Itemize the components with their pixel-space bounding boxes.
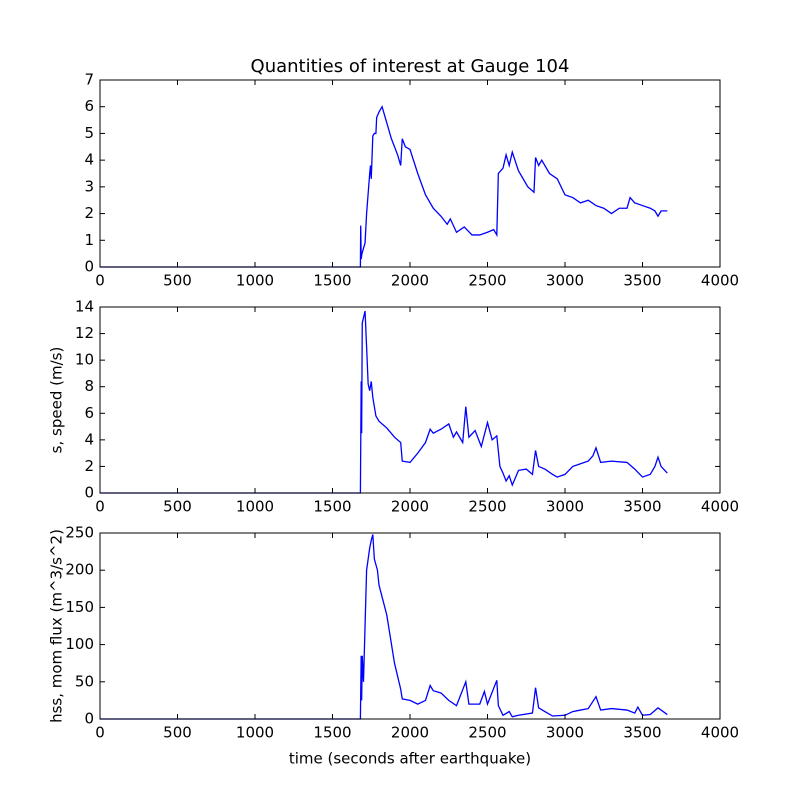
y-tick-label: 1 (84, 231, 94, 249)
y-tick-label: 150 (65, 598, 94, 616)
y-tick-label: 7 (84, 71, 94, 89)
y-tick-label: 14 (75, 298, 94, 316)
x-tick-label: 1000 (236, 272, 274, 290)
x-tick-label: 3500 (623, 498, 661, 516)
x-tick-label: 500 (163, 498, 192, 516)
y-tick-label: 10 (75, 351, 94, 369)
y-tick-label: 250 (65, 524, 94, 542)
x-tick-label: 0 (95, 724, 105, 742)
y-tick-label: 2 (84, 457, 94, 475)
x-tick-label: 1500 (313, 724, 351, 742)
x-tick-label: 2000 (391, 498, 429, 516)
y-tick-label: 0 (84, 710, 94, 728)
y-axis-label: s, speed (m/s) (48, 347, 66, 454)
x-tick-label: 0 (95, 272, 105, 290)
x-tick-label: 1000 (236, 724, 274, 742)
x-tick-label: 2000 (391, 724, 429, 742)
x-tick-label: 3000 (546, 498, 584, 516)
x-tick-label: 500 (163, 272, 192, 290)
x-tick-label: 2500 (468, 272, 506, 290)
y-tick-label: 3 (84, 177, 94, 195)
y-tick-label: 100 (65, 635, 94, 653)
x-tick-label: 500 (163, 724, 192, 742)
y-tick-label: 0 (84, 484, 94, 502)
y-tick-label: 4 (84, 430, 94, 448)
x-tick-label: 3000 (546, 272, 584, 290)
y-tick-label: 12 (75, 324, 94, 342)
y-tick-label: 6 (84, 404, 94, 422)
y-tick-label: 0 (84, 258, 94, 276)
data-line (100, 105, 668, 268)
x-tick-label: 3000 (546, 724, 584, 742)
x-tick-label: 1000 (236, 498, 274, 516)
y-tick-label: 4 (84, 151, 94, 169)
x-tick-label: 4000 (701, 498, 739, 516)
x-tick-label: 2500 (468, 724, 506, 742)
y-axis-label: hss, mom flux (m^3/s^2) (48, 529, 66, 723)
y-tick-label: 200 (65, 561, 94, 579)
data-line (100, 534, 668, 720)
chart-title: Quantities of interest at Gauge 104 (251, 56, 570, 77)
x-tick-label: 1500 (313, 272, 351, 290)
x-tick-label: 2000 (391, 272, 429, 290)
y-tick-label: 6 (84, 97, 94, 115)
x-tick-label: 4000 (701, 272, 739, 290)
x-tick-label: 0 (95, 498, 105, 516)
x-axis-label: time (seconds after earthquake) (289, 750, 531, 768)
y-tick-label: 2 (84, 204, 94, 222)
x-tick-label: 3500 (623, 724, 661, 742)
y-tick-label: 8 (84, 377, 94, 395)
y-tick-label: 50 (75, 672, 94, 690)
x-tick-label: 2500 (468, 498, 506, 516)
x-tick-label: 4000 (701, 724, 739, 742)
data-line (100, 310, 668, 494)
x-tick-label: 3500 (623, 272, 661, 290)
x-tick-label: 1500 (313, 498, 351, 516)
y-tick-label: 5 (84, 124, 94, 142)
